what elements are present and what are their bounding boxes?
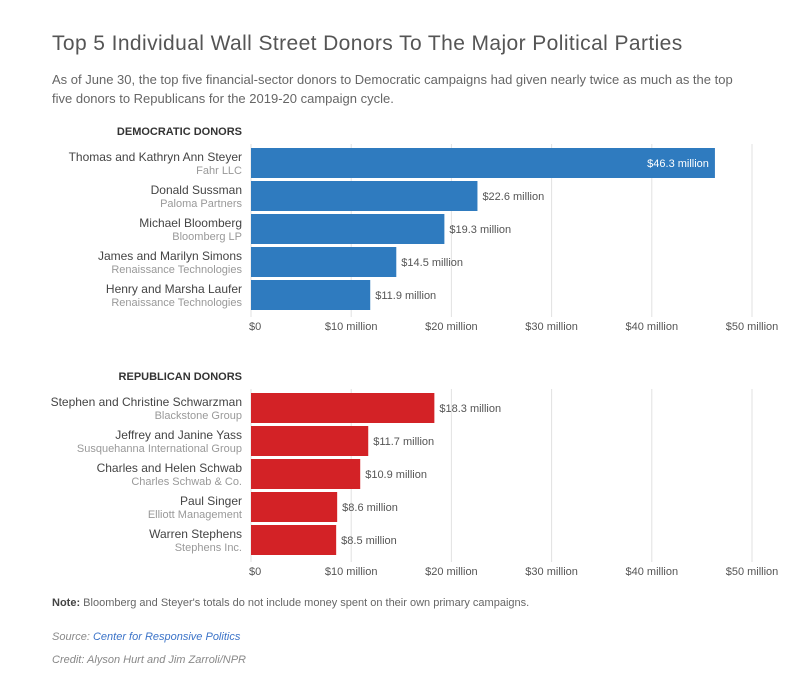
chart-credit: Credit: Alyson Hurt and Jim Zarroli/NPR	[52, 654, 246, 666]
republican-bar	[251, 459, 361, 489]
republican-bar	[251, 525, 337, 555]
democratic-donor-firm: Fahr LLC	[196, 165, 242, 177]
source-link[interactable]: Center for Responsive Politics	[92, 631, 241, 643]
democratic-donor-firm: Paloma Partners	[160, 198, 242, 210]
democratic-donor-name: James and Marilyn Simons	[98, 249, 242, 263]
republican-value-label: $8.6 million	[342, 502, 398, 514]
chart-subtitle: As of June 30, the top five financial-se…	[52, 72, 733, 106]
democratic-x-tick-label: $10 million	[325, 321, 378, 333]
democratic-value-label: $22.6 million	[482, 191, 544, 203]
democratic-donor-firm: Bloomberg LP	[172, 231, 242, 243]
democratic-bar	[251, 247, 397, 277]
republican-donors-chart: REPUBLICAN DONORS $0 $10 million $20 millio…	[51, 371, 779, 578]
democratic-donor-name: Henry and Marsha Laufer	[106, 282, 242, 296]
democratic-value-label: $46.3 million	[647, 158, 709, 170]
republican-donor-name: Jeffrey and Janine Yass	[115, 428, 242, 442]
republican-donor-firm: Charles Schwab & Co.	[131, 476, 242, 488]
democratic-value-label: $11.9 million	[375, 290, 436, 302]
democratic-bar	[251, 214, 445, 244]
democratic-x-tick-label: $0	[249, 321, 261, 333]
source-label: Source:	[52, 631, 90, 643]
democratic-value-label: $14.5 million	[401, 257, 463, 269]
democratic-bar	[251, 148, 715, 178]
republican-donor-name: Paul Singer	[180, 494, 242, 508]
democratic-section-title: DEMOCRATIC DONORS	[117, 126, 242, 138]
chart-note: Note: Bloomberg and Steyer's totals do n…	[52, 597, 529, 609]
chart-source: Source: Center for Responsive Politics	[52, 631, 240, 643]
republican-x-tick-label: $50 million	[726, 566, 779, 578]
democratic-x-tick-label: $50 million	[726, 321, 779, 333]
republican-bar	[251, 426, 369, 456]
democratic-bar	[251, 280, 371, 310]
republican-value-label: $10.9 million	[365, 469, 427, 481]
republican-x-tick-label: $40 million	[626, 566, 679, 578]
republican-value-label: $18.3 million	[439, 403, 501, 415]
democratic-donors-chart: DEMOCRATIC DONORS $0 $10 million $20 millio…	[69, 126, 779, 333]
democratic-donor-name: Thomas and Kathryn Ann Steyer	[69, 150, 242, 164]
republican-x-tick-label: $10 million	[325, 566, 378, 578]
democratic-donor-name: Michael Bloomberg	[139, 216, 242, 230]
democratic-x-tick-label: $20 million	[425, 321, 478, 333]
democratic-x-tick-label: $30 million	[525, 321, 578, 333]
democratic-donor-name: Donald Sussman	[151, 183, 242, 197]
republican-donor-firm: Elliott Management	[148, 509, 242, 521]
note-text: Bloomberg and Steyer's totals do not inc…	[83, 597, 530, 609]
republican-donor-firm: Susquehanna International Group	[77, 443, 242, 455]
chart-title: Top 5 Individual Wall Street Donors To T…	[52, 32, 683, 55]
republican-donor-firm: Stephens Inc.	[175, 542, 242, 554]
democratic-donor-firm: Renaissance Technologies	[111, 297, 242, 309]
republican-donor-name: Charles and Helen Schwab	[97, 461, 243, 475]
republican-donor-name: Warren Stephens	[149, 527, 242, 541]
republican-donor-firm: Blackstone Group	[155, 410, 242, 422]
democratic-value-label: $19.3 million	[449, 224, 511, 236]
republican-x-tick-label: $20 million	[425, 566, 478, 578]
democratic-bar	[251, 181, 478, 211]
democratic-x-tick-label: $40 million	[626, 321, 679, 333]
republican-value-label: $8.5 million	[341, 535, 397, 547]
republican-value-label: $11.7 million	[373, 436, 434, 448]
republican-bar	[251, 492, 338, 522]
republican-bar	[251, 393, 435, 423]
republican-donor-name: Stephen and Christine Schwarzman	[51, 395, 242, 409]
democratic-donor-firm: Renaissance Technologies	[111, 264, 242, 276]
republican-x-tick-label: $30 million	[525, 566, 578, 578]
republican-section-title: REPUBLICAN DONORS	[119, 371, 242, 383]
note-label: Note:	[52, 597, 81, 609]
republican-x-tick-label: $0	[249, 566, 261, 578]
